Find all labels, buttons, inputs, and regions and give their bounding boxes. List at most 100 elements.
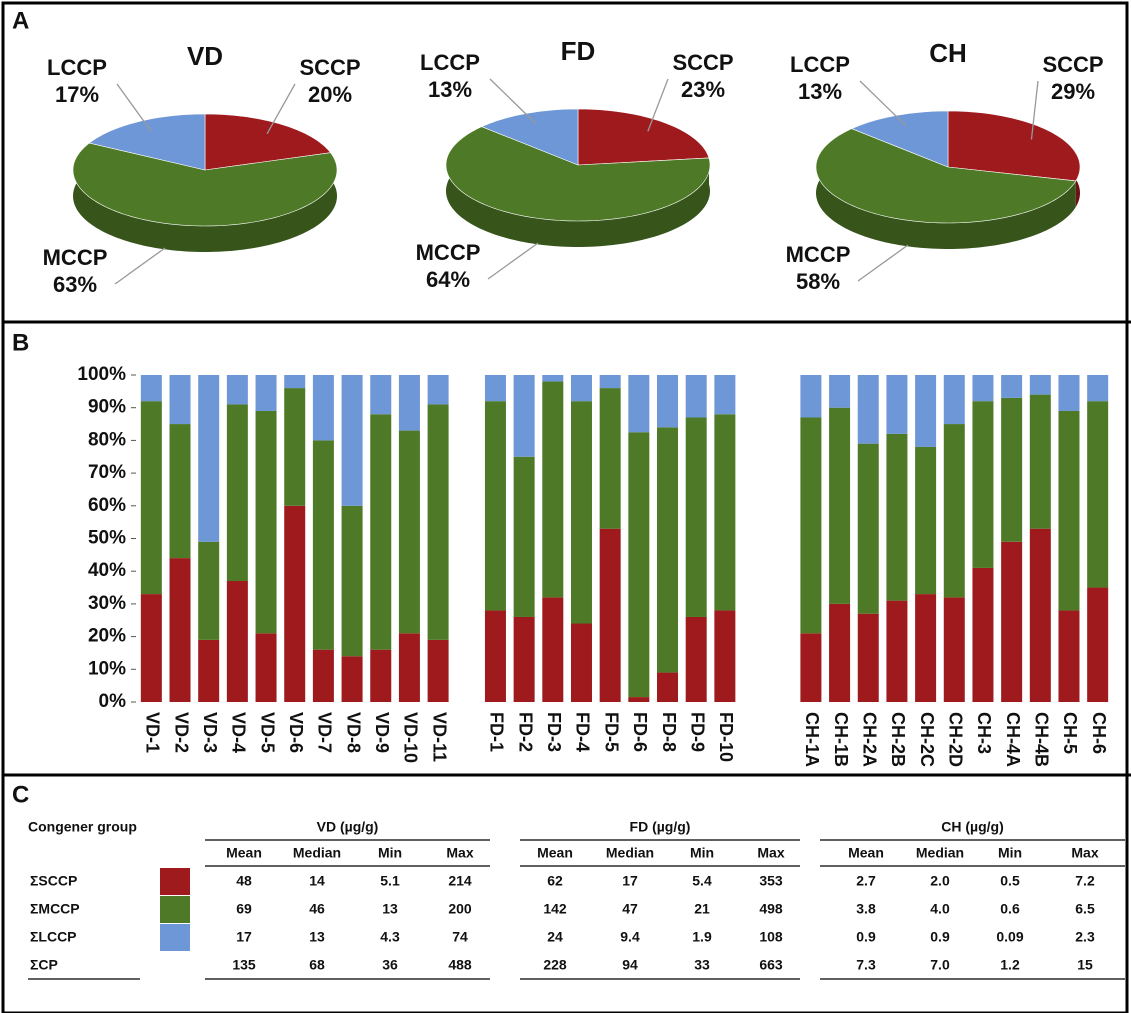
bar-segment — [484, 401, 506, 611]
bar-segment — [398, 375, 420, 431]
x-tick-label: FD-3 — [544, 712, 564, 752]
table-cell: 663 — [759, 957, 783, 973]
pie-label-name: MCCP — [416, 240, 481, 265]
table-cell: 62 — [547, 873, 563, 889]
pie-label-value: 20% — [308, 82, 352, 107]
x-tick-label: CH-1A — [802, 712, 822, 767]
bar-segment — [1058, 610, 1080, 702]
x-tick-label: CH-4B — [1032, 712, 1052, 767]
bar-segment — [427, 639, 449, 702]
bar-segment — [255, 375, 277, 411]
column-header: Max — [1071, 845, 1098, 861]
table-cell: 13 — [382, 901, 398, 917]
table-cell: 17 — [622, 873, 638, 889]
bar-segment — [943, 424, 965, 598]
bar-segment — [427, 404, 449, 640]
y-tick-label: 50% — [88, 528, 126, 549]
bar-segment — [1001, 375, 1023, 398]
y-tick-label: 80% — [88, 429, 126, 450]
table-cell: 0.9 — [930, 929, 950, 945]
bar-segment — [628, 432, 650, 698]
table-cell: 108 — [759, 929, 783, 945]
y-tick-label: 10% — [88, 658, 126, 679]
x-tick-label: VD-9 — [372, 712, 392, 753]
bar-segment — [198, 639, 220, 702]
bar-segment — [398, 430, 420, 634]
bar-segment — [657, 672, 679, 702]
pie-label-name: SCCP — [672, 50, 733, 75]
pie-slice — [204, 113, 332, 171]
y-tick-label: 90% — [88, 397, 126, 418]
group-header: CH (µg/g) — [941, 819, 1004, 835]
bar-segment — [570, 401, 592, 624]
table-cell: 200 — [448, 901, 472, 917]
bar-segment — [312, 440, 334, 650]
pie-slice — [445, 126, 711, 222]
table-header: Congener group — [28, 819, 137, 835]
column-header: Median — [606, 845, 654, 861]
table-cell: 36 — [382, 957, 398, 973]
bar-segment — [857, 375, 879, 444]
bar-segment — [714, 414, 736, 611]
bar-segment — [255, 633, 277, 702]
x-tick-label: CH-5 — [1060, 712, 1080, 754]
x-tick-label: VD-6 — [286, 712, 306, 753]
bar-segment — [915, 594, 937, 702]
x-tick-label: VD-1 — [143, 712, 163, 753]
bar-segment — [628, 375, 650, 433]
bar-segment — [1001, 397, 1023, 542]
leader-line — [487, 242, 539, 280]
pie-slice — [947, 110, 1081, 182]
leader-line — [647, 78, 669, 132]
x-tick-label: FD-10 — [716, 712, 736, 762]
column-header: Mean — [848, 845, 884, 861]
bar-segment — [886, 375, 908, 434]
pie-title: CH — [929, 38, 967, 68]
panel-label: A — [12, 7, 29, 34]
x-tick-label: VD-2 — [171, 712, 191, 753]
table-cell: 13 — [309, 929, 325, 945]
bar-segment — [198, 375, 220, 542]
pie-label-name: LCCP — [420, 50, 480, 75]
bar-segment — [1058, 375, 1080, 411]
bar-segment — [657, 375, 679, 428]
table-cell: 4.0 — [930, 901, 950, 917]
column-header: Mean — [537, 845, 573, 861]
bar-segment — [226, 404, 248, 582]
bar-segment — [427, 375, 449, 405]
table-cell: 0.5 — [1000, 873, 1020, 889]
table-cell: 94 — [622, 957, 638, 973]
bar-segment — [370, 649, 392, 702]
table-cell: 68 — [309, 957, 325, 973]
color-swatch — [160, 924, 190, 951]
panel-label: B — [12, 329, 29, 356]
bar-segment — [915, 446, 937, 595]
x-tick-label: FD-2 — [515, 712, 535, 752]
table-cell: 21 — [694, 901, 710, 917]
bar-segment — [484, 375, 506, 402]
x-tick-label: FD-8 — [659, 712, 679, 752]
bar-segment — [829, 375, 851, 408]
table-cell: 7.3 — [856, 957, 876, 973]
bar-segment — [140, 401, 162, 595]
bar-segment — [1087, 587, 1109, 702]
bar-segment — [1001, 541, 1023, 702]
bar-segment — [972, 401, 994, 568]
bar-segment — [1058, 410, 1080, 611]
table-cell: 17 — [236, 929, 252, 945]
bar-segment — [226, 375, 248, 405]
x-tick-label: VD-4 — [229, 712, 249, 753]
bar-segment — [915, 375, 937, 447]
table-cell: 214 — [448, 873, 472, 889]
x-tick-label: CH-2D — [946, 712, 966, 767]
row-label: ΣSCCP — [30, 873, 77, 889]
x-tick-label: FD-4 — [573, 712, 593, 752]
bar-segment — [513, 616, 535, 702]
pie-label-name: SCCP — [299, 55, 360, 80]
leader-line — [114, 247, 166, 285]
bar-segment — [140, 375, 162, 402]
bar-segment — [972, 375, 994, 402]
table-cell: 135 — [232, 957, 256, 973]
y-tick-label: 100% — [77, 364, 126, 385]
